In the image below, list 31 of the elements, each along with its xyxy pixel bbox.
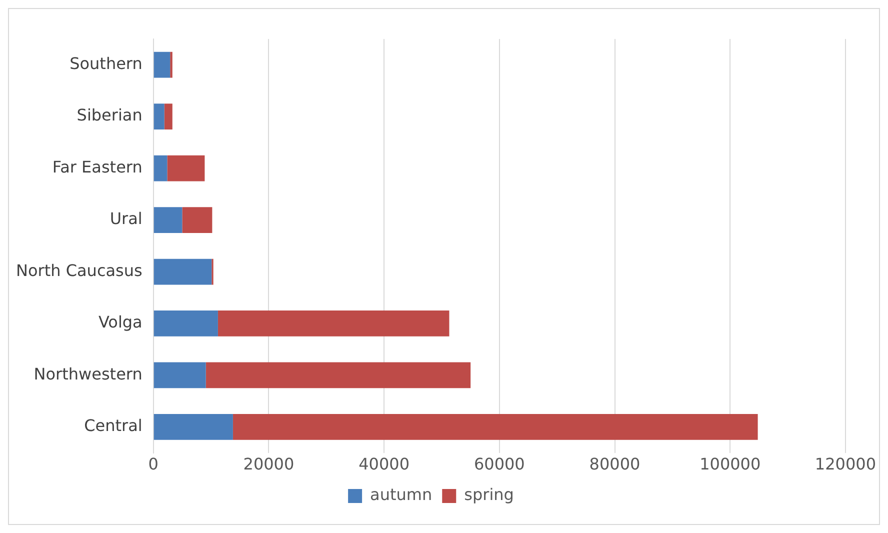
legend-label: autumn — [370, 485, 432, 504]
y-tick-label: Volga — [98, 312, 142, 332]
y-tick-label: Southern — [70, 54, 142, 74]
x-tick-label: 0 — [148, 454, 158, 474]
bar — [154, 310, 218, 336]
x-tick-label: 20000 — [243, 454, 294, 474]
bar — [164, 104, 172, 130]
bar — [154, 414, 233, 440]
legend-label: spring — [464, 485, 514, 504]
bar — [167, 155, 205, 182]
y-tick-label: Central — [84, 416, 142, 436]
bar — [154, 207, 182, 233]
bar — [154, 362, 206, 388]
bar — [154, 258, 212, 285]
y-tick-label: Far Eastern — [52, 157, 142, 176]
x-tick-label: 100000 — [700, 454, 761, 474]
y-tick-label: Northwestern — [34, 364, 142, 384]
bar — [154, 104, 164, 130]
y-tick-label: Siberian — [76, 106, 142, 125]
x-tick-label: 60000 — [474, 454, 525, 474]
bar — [206, 362, 471, 388]
x-tick-label: 120000 — [814, 454, 876, 474]
bar — [154, 52, 170, 78]
bar — [232, 414, 758, 440]
bar — [154, 155, 168, 182]
x-tick-label: 80000 — [589, 454, 640, 474]
x-tick-label: 40000 — [358, 454, 410, 474]
bar — [218, 310, 450, 336]
y-tick-label: Ural — [110, 209, 142, 228]
y-tick-label: North Caucasus — [16, 260, 142, 280]
bar — [182, 207, 212, 233]
